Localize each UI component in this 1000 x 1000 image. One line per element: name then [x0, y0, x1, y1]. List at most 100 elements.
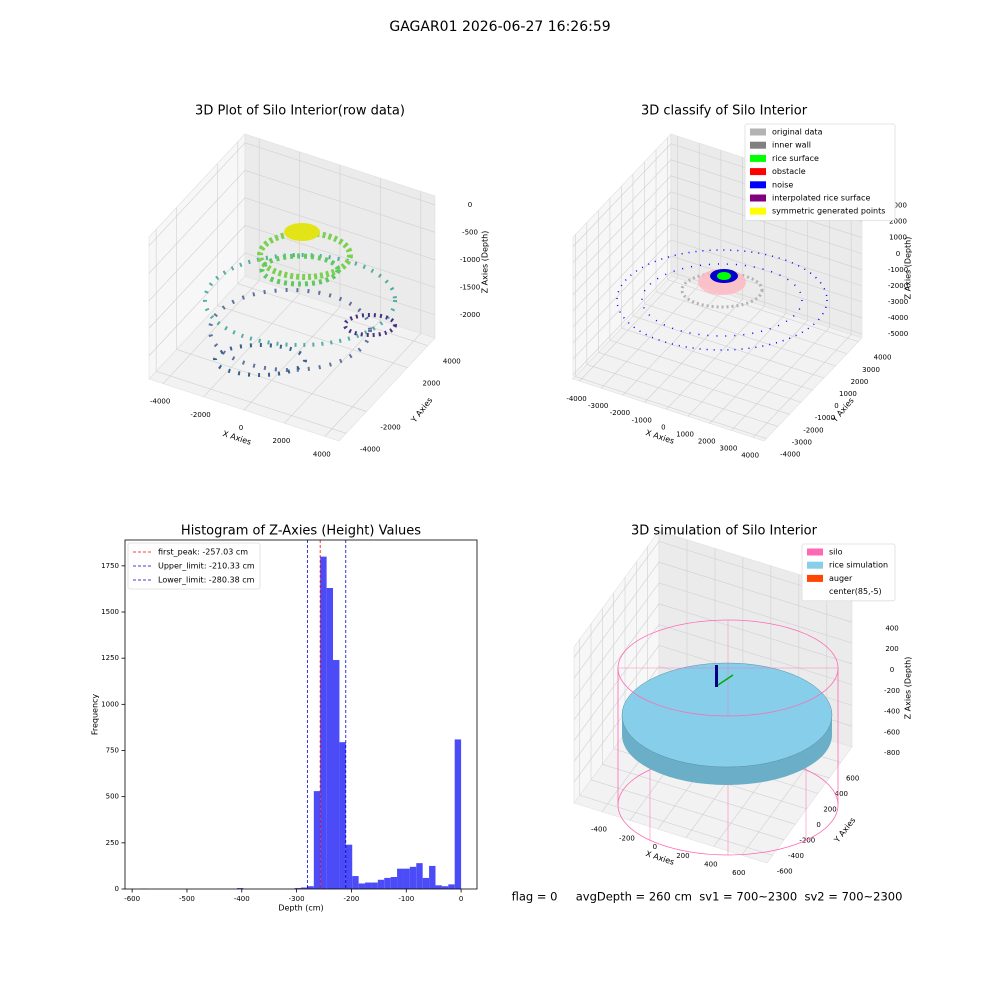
grid-line	[658, 624, 853, 685]
z-tick-label: -200	[884, 687, 900, 695]
chart-title: 3D classify of Silo Interior	[641, 104, 808, 119]
y-tick-label: 0	[834, 402, 838, 410]
grid-line	[244, 142, 436, 206]
grid-line	[572, 191, 672, 295]
y-tick-label: 200	[823, 805, 836, 813]
x-tick-label: 4000	[313, 450, 331, 458]
grid-line	[687, 313, 787, 417]
grid-line	[670, 223, 863, 287]
grid-line	[572, 175, 672, 279]
bar	[326, 588, 334, 889]
grid-line	[573, 562, 660, 679]
grid-line	[600, 284, 700, 389]
y-tick-label: 1500	[101, 608, 119, 616]
x-tick-label: -4000	[566, 395, 586, 403]
grid-line	[573, 624, 660, 741]
bar	[345, 844, 353, 889]
y-tick-label: 0	[115, 885, 119, 893]
legend-label: auger	[829, 574, 853, 583]
x-tick-label: 4000	[741, 451, 759, 459]
z-tick-label: -2000	[460, 311, 480, 319]
bar	[390, 876, 398, 889]
legend-label: original data	[772, 128, 823, 137]
grid-line	[667, 279, 859, 342]
grid-line	[658, 582, 853, 644]
grid-line	[670, 255, 863, 319]
z-tick-label: -4000	[888, 314, 908, 322]
bar	[397, 868, 404, 889]
legend-box	[127, 542, 261, 590]
y-tick-label: 1750	[101, 562, 119, 570]
grid-line	[324, 333, 422, 437]
y-tick-label: 1000	[839, 390, 857, 398]
x-tick-label: -200	[619, 834, 635, 842]
y-tick-label: 250	[106, 839, 119, 847]
x-axis-label: X Axies	[645, 849, 676, 867]
grid-line	[244, 170, 436, 233]
grid-line	[148, 252, 246, 357]
y-axis-label: Y Axies	[409, 396, 435, 425]
bar	[403, 868, 410, 889]
z-tick-label: 2000	[889, 218, 907, 226]
bar	[333, 660, 340, 889]
grid-line	[598, 352, 790, 415]
bar	[313, 791, 321, 889]
legend-swatch	[750, 181, 766, 189]
x-tick-label: -2000	[610, 409, 630, 417]
grid-line	[156, 371, 347, 434]
z-axis-label: Z Axies (Depth)	[481, 231, 490, 294]
grid-line	[644, 299, 743, 403]
y-tick-label: -2000	[380, 423, 400, 431]
x-axis-label: Depth (cm)	[278, 904, 323, 913]
x-tick-label: 2000	[698, 437, 716, 445]
bar	[339, 742, 346, 889]
y-axis-label: Y Axies	[832, 816, 858, 845]
grid-line	[658, 603, 853, 665]
grid-line	[632, 315, 825, 379]
legend-label: noise	[772, 180, 793, 189]
grid-line	[670, 191, 863, 255]
grid-line	[579, 794, 773, 856]
bar	[365, 882, 372, 889]
grid-line	[575, 376, 767, 439]
chart-title: 3D Plot of Silo Interior(row data)	[195, 104, 405, 119]
grid-line	[602, 764, 796, 825]
x-tick-label: -2000	[190, 411, 210, 419]
x-tick-label: -3000	[588, 402, 608, 410]
grid-line	[752, 334, 852, 438]
grid-line	[609, 339, 801, 403]
bar	[422, 877, 430, 889]
z-tick-label: -2000	[888, 282, 908, 290]
bar	[429, 865, 436, 889]
z-axis-label: Z Axies (Depth)	[904, 657, 913, 720]
legend-label: obstacle	[772, 167, 806, 176]
x-axis-label: X Axies	[645, 428, 676, 446]
grid-line	[176, 349, 367, 412]
grid-line	[655, 291, 848, 355]
grid-line	[572, 223, 672, 328]
z-axis-label: Z Axies (Depth)	[904, 237, 913, 300]
legend-swatch	[807, 561, 823, 569]
x-tick-label: 0	[661, 423, 665, 431]
bar	[416, 863, 423, 889]
x-axis-label: X Axies	[222, 429, 253, 447]
x-tick-label: -100	[398, 895, 414, 903]
x-tick-label: -200	[343, 895, 359, 903]
grid-line	[573, 603, 660, 720]
bar	[384, 877, 391, 889]
grid-line	[731, 327, 830, 431]
suptitle: GAGAR01 2026-06-27 16:26:59	[389, 19, 610, 35]
grid-line	[148, 142, 246, 247]
legend-swatch	[807, 548, 823, 556]
grid-line	[572, 271, 672, 376]
z-tick-label: -1000	[888, 266, 908, 274]
x-tick-label: 200	[676, 852, 689, 860]
plot-frame	[124, 539, 478, 890]
grid-line	[244, 197, 436, 261]
y-axis-label: Frequency	[91, 694, 100, 736]
legend-box	[744, 123, 896, 221]
z-tick-label: -5000	[888, 330, 908, 338]
bar	[236, 888, 244, 889]
z-tick-label: 0	[890, 666, 894, 674]
